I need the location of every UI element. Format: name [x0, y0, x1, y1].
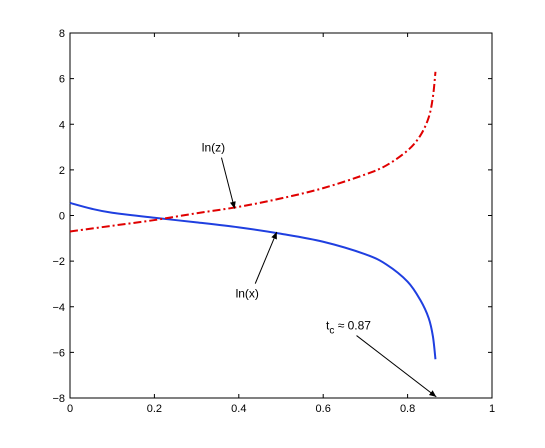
annotation-arrow: [254, 231, 278, 284]
y-tick-label: −8: [52, 393, 65, 405]
x-tick-label: 0.6: [316, 403, 331, 415]
annotation-label: tc ≈ 0.87: [326, 319, 371, 337]
x-tick-label: 1: [489, 403, 495, 415]
y-tick-label: 0: [59, 211, 65, 223]
x-tick-label: 0: [67, 403, 73, 415]
y-tick-label: −4: [52, 302, 65, 314]
x-tick-label: 0.2: [147, 403, 162, 415]
y-tick-labels: −8 −6 −4 −2 0 2 4 6 8: [52, 28, 65, 405]
annotation-label: ln(x): [236, 287, 259, 301]
y-tick-label: 2: [59, 165, 65, 177]
y-tick-label: −2: [52, 256, 65, 268]
x-tick-label: 0.4: [231, 403, 246, 415]
x-tick-label: 0.8: [400, 403, 415, 415]
series-group: [69, 71, 437, 360]
annotation-label: ln(z): [202, 141, 225, 155]
series-line-lnx: [69, 201, 437, 360]
series-line-lnz: [69, 71, 437, 233]
y-tick-label: 8: [59, 28, 65, 40]
x-tick-labels: 0 0.2 0.4 0.6 0.8 1: [67, 403, 495, 415]
annotations: ln(z) ln(x) tc ≈ 0.87: [202, 141, 437, 398]
y-tick-label: 4: [59, 119, 65, 131]
y-tick-label: 6: [59, 74, 65, 86]
axis-ticks: [69, 32, 493, 399]
annotation-arrow: [220, 157, 236, 209]
y-tick-label: −6: [52, 347, 65, 359]
annotation-arrow: [356, 335, 437, 398]
